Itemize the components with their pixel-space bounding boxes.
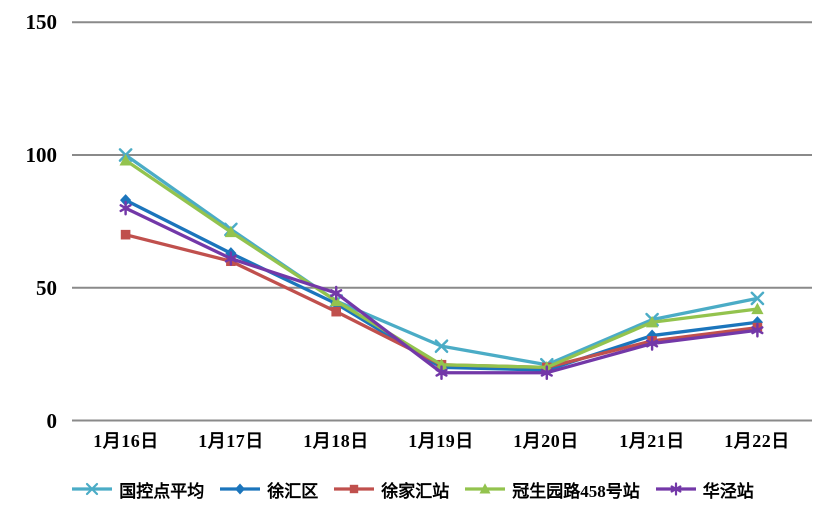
legend-label: 冠生园路458号站 [512, 481, 640, 501]
asterisk-marker-icon [655, 481, 697, 497]
legend-label: 国控点平均 [119, 481, 205, 501]
legend-item-national-avg: 国控点平均 [71, 477, 204, 502]
x-markers [118, 148, 765, 372]
legend-label: 华泾站 [702, 481, 754, 501]
asterisk-markers [119, 200, 764, 381]
x-marker-icon [71, 481, 113, 497]
series-line [123, 158, 760, 370]
series-4 [119, 200, 764, 381]
legend-label: 徐汇区 [267, 481, 319, 501]
triangle-marker-icon [464, 481, 506, 497]
y-tick-label: 100 [25, 143, 58, 167]
legend-item-guanshengyuan-station: 冠生园路458号站 [464, 477, 640, 502]
square-marker-icon [333, 481, 375, 497]
y-tick-label: 150 [25, 10, 58, 34]
legend-item-xujiahui-station: 徐家汇站 [333, 477, 449, 502]
x-tick-label: 1月21日 [619, 431, 685, 451]
series-0 [118, 148, 765, 372]
x-tick-label: 1月20日 [513, 431, 579, 451]
legend-item-huajing-station: 华泾站 [655, 477, 754, 502]
diamond-marker-icon [219, 481, 261, 497]
series-line [123, 206, 760, 375]
x-tick-label: 1月19日 [408, 431, 474, 451]
x-tick-label: 1月22日 [724, 431, 790, 451]
legend-item-xuhui-district: 徐汇区 [219, 477, 318, 502]
y-tick-label: 50 [36, 276, 57, 300]
legend: 国控点平均 徐汇区 徐家汇站 冠生园路458号站 华泾站 [0, 472, 825, 506]
x-tick-label: 1月18日 [303, 431, 369, 451]
x-tick-label: 1月16日 [93, 431, 159, 451]
legend-label: 徐家汇站 [381, 481, 450, 501]
gridlines [72, 21, 812, 422]
y-tick-label: 0 [46, 409, 58, 433]
x-tick-label: 1月17日 [198, 431, 264, 451]
